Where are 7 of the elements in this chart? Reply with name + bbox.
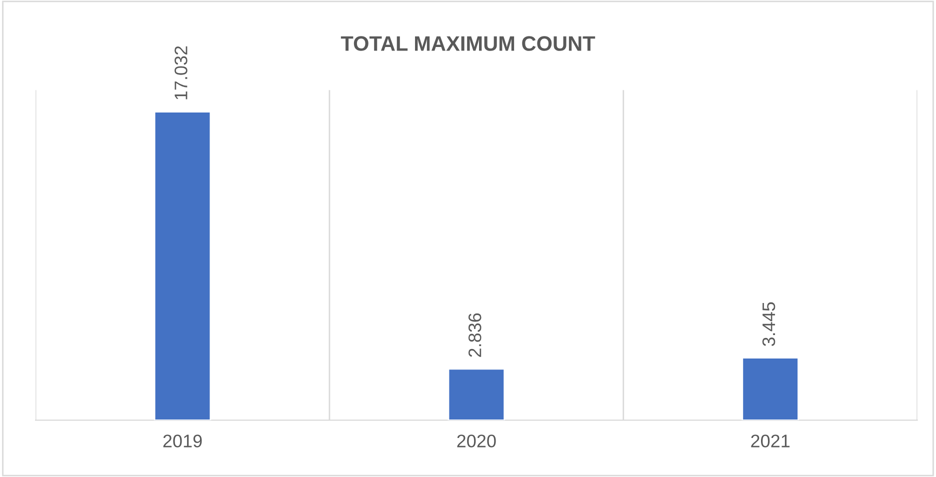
data-label: 2.836 [468,313,482,357]
x-tick-label: 2021 [751,434,790,448]
x-tick-label: 2020 [457,434,496,448]
data-label: 17.032 [174,46,188,100]
x-tick-label: 2019 [163,434,202,448]
data-label: 3.445 [762,302,776,346]
chart-title: TOTAL MAXIMUM COUNT [340,36,596,51]
